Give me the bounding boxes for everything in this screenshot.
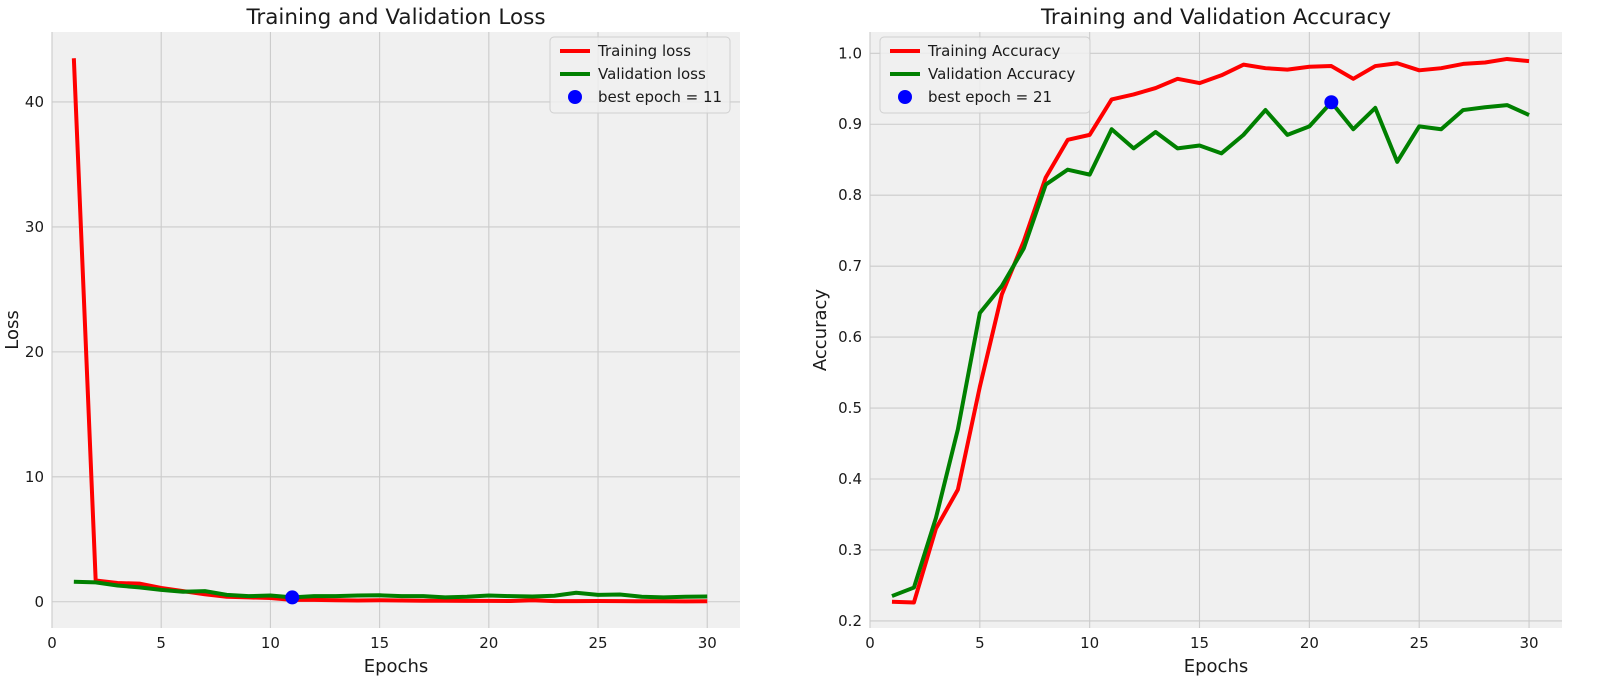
legend-label: Training loss [597,42,691,60]
legend: Training loss Validation loss best epoch =… [549,36,731,114]
y-tick-label: 1.0 [838,44,862,62]
best-epoch-point [1324,95,1339,110]
x-tick-label: 5 [156,634,166,652]
y-tick-label: 0.6 [838,328,862,346]
series-line-validation-loss [73,579,708,600]
x-tick-label: 30 [698,634,717,652]
x-tick-label: 0 [47,634,57,652]
best-epoch-point [285,590,300,605]
y-tick-label: 30 [25,218,44,236]
legend-marker [568,90,582,104]
y-axis-label: Accuracy [810,289,831,372]
x-tick-label: 10 [1080,634,1099,652]
legend-box [549,36,731,114]
x-tick-label: 30 [1520,634,1539,652]
x-tick-label: 20 [479,634,498,652]
legend-marker [898,90,912,104]
accuracy-chart: 0 5 10 15 20 25 30 0.2 0.3 0.4 0.5 0.6 0.7 0.8 0.9 1.0 T… [810,5,1562,677]
legend-label: Validation Accuracy [928,65,1075,83]
x-tick-label: 25 [588,634,607,652]
x-tick-label: 0 [865,634,875,652]
legend: Training Accuracy Validation Accuracy best… [879,36,1091,114]
series-line-validation-accuracy [891,100,1530,598]
x-tick-label: 15 [1190,634,1209,652]
y-tick-label: 0.3 [838,541,862,559]
y-tick-label: 40 [25,93,44,111]
x-tick-label: 20 [1300,634,1319,652]
plot-area [52,32,740,628]
legend-box [879,36,1091,114]
y-tick-label: 0.9 [838,115,862,133]
chart-title: Training and Validation Accuracy [1040,5,1391,30]
y-tick-label: 0 [34,593,44,611]
x-axis-label: Epochs [1184,656,1249,677]
y-tick-label: 0.2 [838,612,862,630]
y-tick-label: 0.8 [838,186,862,204]
legend-label: best epoch = 21 [928,88,1052,106]
y-axis-label: Loss [2,310,23,349]
legend-label: best epoch = 11 [598,88,722,106]
y-tick-label: 0.5 [838,399,862,417]
y-tick-label: 0.4 [838,470,862,488]
y-tick-label: 10 [25,468,44,486]
x-tick-label: 25 [1410,634,1429,652]
loss-chart: 0 5 10 15 20 25 30 0 10 20 30 40 Training and Valida… [2,5,740,677]
legend-label: Validation loss [598,65,706,83]
y-tick-label: 0.7 [838,257,862,275]
plot-area [870,32,1562,628]
legend-label: Training Accuracy [927,42,1061,60]
x-tick-label: 15 [370,634,389,652]
series-line-training-accuracy [891,56,1530,605]
x-tick-label: 5 [975,634,985,652]
y-tick-label: 20 [25,343,44,361]
chart-title: Training and Validation Loss [245,5,545,30]
x-axis-label: Epochs [364,656,429,677]
x-tick-label: 10 [261,634,280,652]
